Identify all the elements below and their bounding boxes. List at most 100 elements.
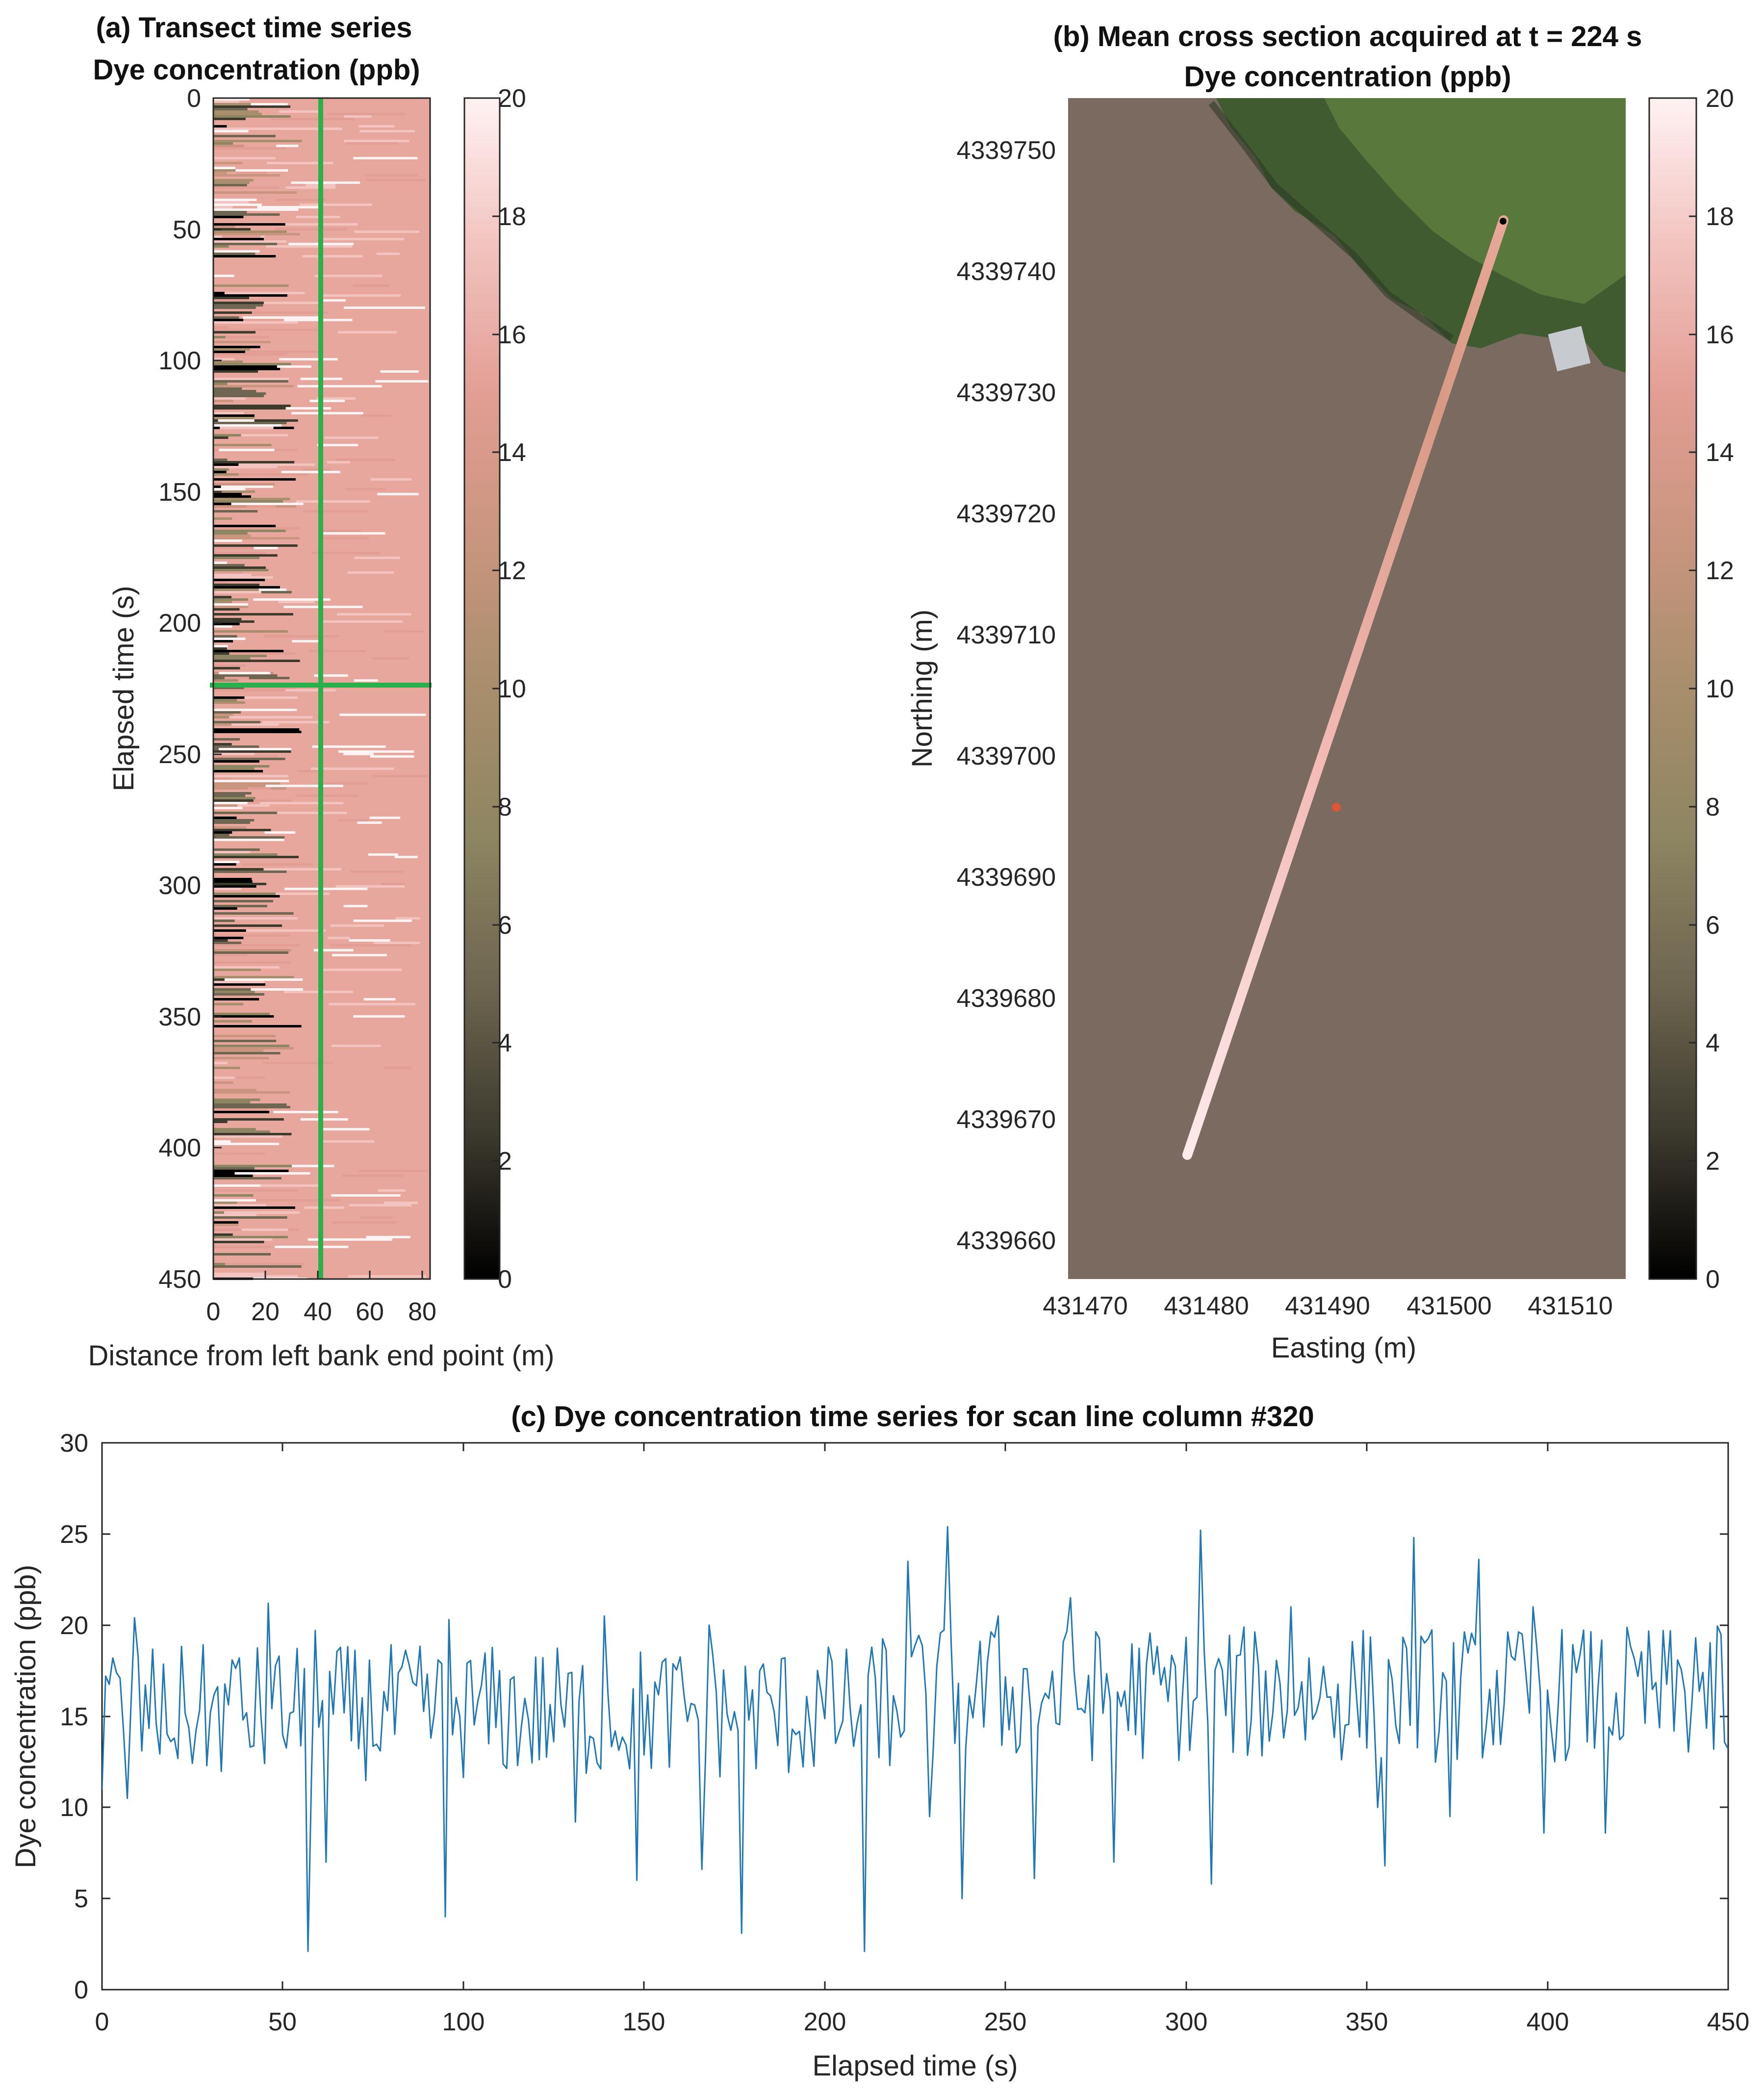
heatmap-row-segment (228, 321, 298, 324)
heatmap-row (213, 775, 288, 777)
heatmap-row (213, 1108, 268, 1111)
heatmap-row-segment (234, 329, 317, 331)
heatmap-row (213, 115, 291, 118)
heatmap-row-segment (353, 920, 412, 922)
heatmap-row-segment (337, 613, 411, 615)
cbar-b-label-2: 2 (1706, 1147, 1720, 1176)
c-xtick-label-450: 450 (1707, 2008, 1750, 2036)
heatmap-row-segment (347, 571, 394, 574)
heatmap-row (213, 424, 282, 427)
heatmap-row (213, 181, 250, 184)
ytick-label-150: 150 (158, 478, 201, 507)
heatmap-row (213, 370, 258, 373)
c-xtick-350: 350 (1346, 1443, 1388, 2036)
heatmap-row-segment (236, 1076, 265, 1079)
heatmap-row (213, 1013, 270, 1015)
heatmap-row (213, 944, 301, 947)
heatmap-row (213, 988, 268, 991)
heatmap-row-segment (300, 1118, 348, 1121)
cbar-b-tick-2: 2 (1689, 1147, 1720, 1176)
cbar-b-label-14: 14 (1706, 438, 1734, 467)
heatmap-row (213, 1165, 296, 1167)
heatmap-row (213, 900, 273, 902)
heatmap-row (213, 135, 276, 137)
heatmap-row (213, 1224, 239, 1226)
heatmap-row-segment (324, 436, 379, 439)
heatmap-row-segment (276, 145, 299, 147)
heatmap-row (213, 1052, 281, 1054)
heatmap-row-segment (329, 1003, 415, 1005)
heatmap-row (213, 378, 289, 380)
heatmap-row (213, 346, 260, 348)
heatmap-row (213, 1040, 277, 1042)
heatmap-row-segment (359, 130, 415, 132)
heatmap-row (213, 233, 300, 235)
heatmap-row-segment (353, 1015, 405, 1018)
panel-a-heatmap (210, 97, 432, 1280)
heatmap-row (213, 228, 251, 230)
heatmap-row-segment (332, 1221, 397, 1224)
heatmap-row (213, 363, 291, 365)
heatmap-row-segment (321, 969, 402, 971)
heatmap-row-segment (323, 532, 385, 535)
heatmap-row (213, 493, 242, 495)
c-ytick-0: 0 (74, 1976, 1728, 2004)
heatmap-row-segment (275, 1246, 349, 1248)
heatmap-row (213, 998, 259, 1000)
heatmap-row (213, 1233, 233, 1236)
heatmap-row (213, 687, 254, 689)
heatmap-row (213, 1045, 289, 1047)
heatmap-row-segment (317, 444, 358, 446)
heatmap-row-segment (229, 716, 313, 718)
heatmap-row (213, 348, 250, 351)
heatmap-row-segment (338, 750, 414, 753)
heatmap-row (213, 275, 234, 277)
ytick-300: 300 (158, 871, 222, 900)
heatmap-row-segment (234, 1172, 310, 1175)
concentration-time-series-line (102, 1526, 1728, 1952)
panel-c-plot-area (101, 1442, 1729, 1991)
heatmap-row (213, 341, 271, 343)
c-xtick-label-300: 300 (1165, 2008, 1208, 2036)
ytick-450: 450 (158, 1265, 222, 1294)
heatmap-row (213, 1273, 244, 1275)
heatmap-row-segment (260, 1184, 323, 1187)
ytick-label-200: 200 (158, 609, 201, 638)
panel-c-y-axis: 0 5 10 15 20 25 30 Dye concentration (pp… (10, 1429, 1728, 2004)
heatmap-row (213, 1091, 290, 1094)
heatmap-row-segment (377, 493, 419, 495)
heatmap-row (213, 140, 302, 142)
heatmap-row (213, 118, 246, 120)
heatmap-row (213, 574, 252, 576)
heatmap-row-segment (245, 351, 322, 353)
c-xtick-250: 250 (984, 1443, 1026, 2036)
heatmap-row-segment (370, 478, 412, 481)
c-ytick-label-0: 0 (74, 1976, 88, 2004)
heatmap-row (213, 253, 256, 255)
heatmap-row (213, 917, 298, 920)
heatmap-row (213, 547, 255, 549)
heatmap-row-segment (220, 427, 274, 429)
heatmap-row (213, 191, 297, 194)
heatmap-row-segment (358, 1170, 428, 1172)
cbar-a-tick-20: 20 (492, 84, 526, 113)
heatmap-row-segment (262, 721, 330, 723)
heatmap-row (213, 630, 288, 633)
heatmap-row (213, 353, 287, 356)
heatmap-row (213, 589, 274, 591)
heatmap-row (213, 414, 255, 417)
heatmap-row (213, 527, 300, 530)
heatmap-row (213, 667, 240, 669)
heatmap-row (213, 871, 287, 873)
ytick-0: 0 (187, 84, 222, 113)
heatmap-row-segment (394, 856, 418, 858)
heatmap-row (213, 128, 291, 130)
panel-b-xlabel: Easting (m) (1271, 1332, 1417, 1364)
heatmap-row-segment (327, 461, 351, 463)
heatmap-row-segment (248, 787, 271, 790)
c-ytick-label-10: 10 (60, 1793, 88, 1822)
heatmap-row-segment (244, 696, 298, 699)
heatmap-row (213, 721, 260, 723)
heatmap-row-segment (304, 1206, 345, 1209)
heatmap-row-segment (267, 162, 333, 164)
